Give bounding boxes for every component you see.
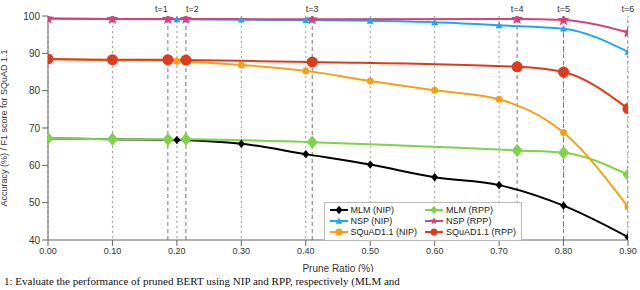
html-text:SQuAD1.1 (NIP): SQuAD1.1 (NIP) (350, 226, 417, 237)
svg-text:Prune Ratio (%): Prune Ratio (%) (302, 263, 373, 272)
svg-text:t=4: t=4 (511, 4, 524, 14)
svg-text:90: 90 (29, 48, 41, 59)
svg-text:0.40: 0.40 (297, 246, 315, 256)
svg-text:0.80: 0.80 (555, 246, 573, 256)
svg-text:t=2: t=2 (186, 4, 199, 14)
svg-text:0.30: 0.30 (233, 246, 251, 256)
svg-text:0.50: 0.50 (361, 246, 379, 256)
svg-text:0.70: 0.70 (490, 246, 508, 256)
svg-text:0.20: 0.20 (168, 246, 186, 256)
html-text:SQuAD1.1 (RPP): SQuAD1.1 (RPP) (446, 226, 517, 237)
html-text:MLM (NIP): MLM (NIP) (350, 204, 394, 215)
svg-text:t=6: t=6 (622, 4, 632, 14)
svg-text:100: 100 (23, 11, 40, 22)
svg-text:0.00: 0.00 (39, 246, 57, 256)
svg-text:t=5: t=5 (557, 4, 570, 14)
svg-text:t=1: t=1 (155, 4, 168, 14)
html-text:NSP (RPP): NSP (RPP) (446, 215, 492, 226)
svg-text:0.60: 0.60 (426, 246, 444, 256)
html-text:MLM (RPP): MLM (RPP) (446, 204, 493, 215)
svg-text:60: 60 (29, 160, 41, 171)
svg-text:80: 80 (29, 85, 41, 96)
html-text:1: Evaluate the performance of: 1: Evaluate the performance of pruned BE… (4, 275, 400, 287)
svg-text:0.90: 0.90 (619, 246, 632, 256)
html-text:NSP (NIP): NSP (NIP) (350, 215, 393, 226)
svg-text:0.10: 0.10 (104, 246, 122, 256)
svg-text:t=3: t=3 (306, 4, 319, 14)
svg-text:Accuracy (%) / F1 score for SQ: Accuracy (%) / F1 score for SQuAD 1.1 (8, 49, 9, 206)
svg-text:40: 40 (29, 235, 41, 246)
svg-text:70: 70 (29, 123, 41, 134)
svg-text:50: 50 (29, 197, 41, 208)
